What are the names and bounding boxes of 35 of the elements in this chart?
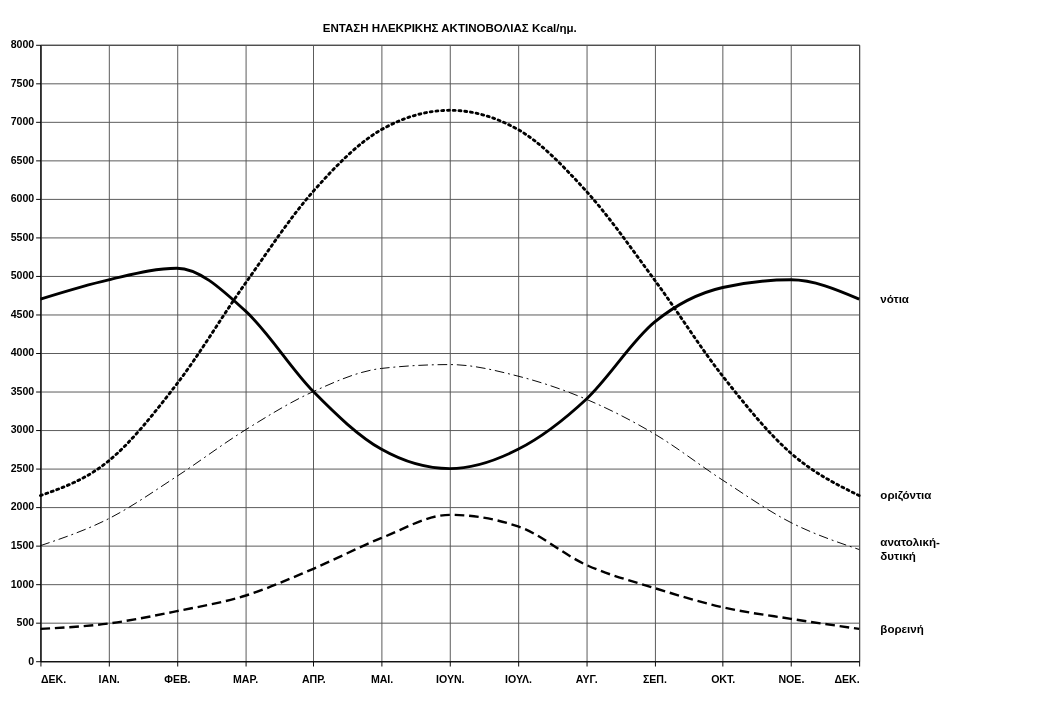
x-tick-label: ΔΕΚ. (834, 672, 860, 685)
x-tick-label: ΑΥΓ. (575, 672, 598, 685)
x-tick-label: ΜΑΡ. (233, 672, 259, 685)
y-tick-label: 7000 (10, 115, 35, 128)
text: ανατολική-δυτική (880, 535, 940, 563)
y-tick-label: 500 (16, 616, 35, 629)
y-tick-label: 2000 (10, 500, 35, 513)
x-tick-label: ΔΕΚ. (40, 672, 67, 685)
x-tick-label: ΣΕΠ. (642, 672, 667, 685)
text: νότια (880, 292, 909, 305)
y-tick-label: 4500 (10, 307, 35, 320)
y-tick-label: 7500 (10, 76, 35, 89)
y-tick-label: 8000 (10, 38, 35, 51)
text: οριζόντια (880, 489, 932, 503)
x-tick-label: ΙΑΝ. (98, 672, 120, 685)
x-tick-label: ΟΚΤ. (711, 672, 736, 685)
y-tick-label: 1500 (10, 539, 35, 552)
y-tick-label: 5000 (10, 269, 35, 282)
y-tick-label: 1000 (10, 577, 35, 590)
y-tick-label: 5500 (10, 230, 35, 243)
x-tick-label: ΙΟΥΝ. (436, 672, 465, 685)
y-tick-label: 0 (28, 654, 35, 667)
x-tick-label: ΦΕΒ. (164, 672, 191, 685)
y-tick-label: 3500 (10, 384, 35, 397)
x-tick-label: ΑΠΡ. (301, 672, 326, 685)
x-tick-label: ΙΟΥΛ. (505, 672, 533, 685)
y-tick-label: 6500 (10, 153, 35, 166)
y-tick-label: 6000 (10, 192, 35, 205)
chart-title: ΕΝΤΑΣΗ ΗΛΕΚΡΙΚΗΣ ΑΚΤΙΝΟΒΟΛΙΑΣ Kcal/ημ. (322, 22, 577, 35)
text: βορεινή (880, 622, 924, 635)
x-tick-label: ΝΟΕ. (778, 672, 805, 685)
y-tick-label: 3000 (10, 423, 35, 436)
x-tick-label: ΜΑΙ. (370, 672, 394, 685)
y-tick-label: 2500 (10, 461, 35, 474)
y-tick-label: 4000 (10, 346, 35, 359)
